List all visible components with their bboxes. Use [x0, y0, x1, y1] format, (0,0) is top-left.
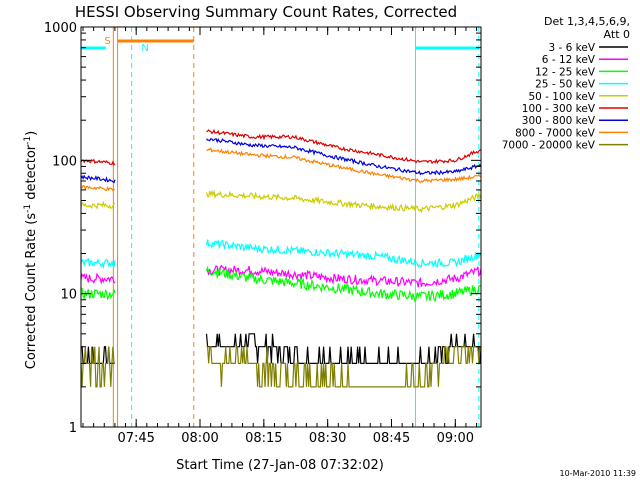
- chart-title: HESSI Observing Summary Count Rates, Cor…: [75, 3, 457, 21]
- y-tick-label: 100: [52, 154, 77, 169]
- legend-label-100-300-kev: 100 - 300 keV: [522, 103, 596, 115]
- saa-label: S: [104, 36, 110, 47]
- legend-label-3-6-kev: 3 - 6 keV: [548, 42, 595, 54]
- series-50-100-kev-segment-2: [205, 189, 482, 214]
- series-800-7000-kev-segment-1: [80, 184, 116, 192]
- legend-title-line-1: Det 1,3,4,5,6,9,: [544, 15, 630, 28]
- series-7000-20000-kev-segment-2: [206, 346, 481, 388]
- series-7000-20000-kev-segment-1: [80, 346, 115, 388]
- x-tick-label: 08:30: [309, 431, 346, 446]
- legend-label-300-800-kev: 300 - 800 keV: [522, 115, 596, 127]
- x-tick-label: 07:45: [117, 431, 154, 446]
- y-tick-label: 1000: [44, 21, 77, 36]
- y-tick-label: 10: [60, 288, 77, 303]
- y-tick-label: 1: [69, 421, 77, 436]
- series-50-100-kev-segment-1: [80, 200, 116, 210]
- legend-label-800-7000-kev: 800 - 7000 keV: [515, 127, 596, 139]
- series-25-50-kev-segment-2: [205, 239, 482, 268]
- series-25-50-kev-segment-1: [80, 257, 116, 270]
- plot-marks: [80, 128, 482, 388]
- x-tick-label: 08:00: [181, 431, 218, 446]
- legend-label-6-12-kev: 6 - 12 keV: [542, 54, 596, 66]
- series-300-800-kev-segment-2: [206, 137, 482, 176]
- y-axis-label: Corrected Count Rate (s-1 detector-1): [23, 131, 39, 369]
- legend-label-25-50-kev: 25 - 50 keV: [535, 79, 596, 91]
- series-6-12-kev-segment-1: [80, 272, 116, 285]
- series-3-6-kev-segment-2: [205, 333, 482, 364]
- plot-area: SN: [80, 27, 480, 427]
- x-axis-label: Start Time (27-Jan-08 07:32:02): [176, 458, 384, 473]
- night-label: N: [141, 43, 148, 54]
- series-12-25-kev-segment-1: [80, 287, 116, 301]
- legend-label-7000-20000-kev: 7000 - 20000 keV: [502, 140, 596, 152]
- x-tick-label: 08:45: [373, 431, 410, 446]
- series-800-7000-kev-segment-2: [206, 147, 482, 184]
- footer-timestamp: 10-Mar-2010 11:39: [560, 469, 637, 478]
- series-12-25-kev-segment-2: [205, 265, 482, 303]
- legend-title-line-2: Att 0: [604, 28, 630, 41]
- series-6-12-kev-segment-2: [206, 264, 482, 288]
- axes: 1 10 100 1000 07:45 08:00 08:15 08:30 08:45 09:00: [44, 21, 482, 446]
- series-100-300-kev-segment-2: [206, 128, 482, 165]
- plot-frame: [80, 26, 482, 428]
- x-tick-label: 08:15: [245, 431, 282, 446]
- legend-label-50-100-kev: 50 - 100 keV: [528, 91, 595, 103]
- series-300-800-kev-segment-1: [80, 174, 116, 184]
- x-tick-label: 09:00: [437, 431, 474, 446]
- legend-label-12-25-kev: 12 - 25 keV: [535, 66, 596, 78]
